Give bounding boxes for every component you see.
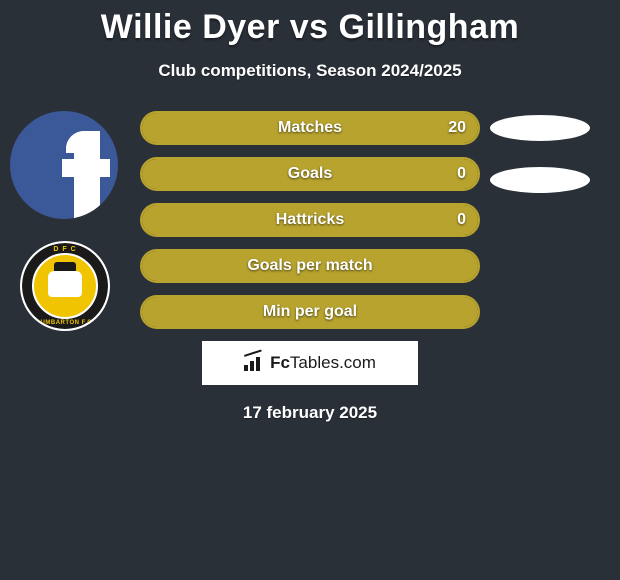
stat-bars: Matches20Goals0Hattricks0Goals per match… (140, 111, 480, 329)
page-title: Willie Dyer vs Gillingham (0, 0, 620, 47)
brand-box: FcTables.com (202, 341, 418, 385)
brand-text: FcTables.com (270, 353, 376, 373)
comparison-ellipse (490, 167, 590, 193)
stat-label: Min per goal (140, 295, 480, 329)
stat-bar: Min per goal (140, 295, 480, 329)
stat-value: 0 (457, 157, 466, 191)
stat-value: 0 (457, 203, 466, 237)
stat-bar: Matches20 (140, 111, 480, 145)
badge-text-top: D F C (22, 246, 108, 253)
stat-bar: Hattricks0 (140, 203, 480, 237)
chart-icon (244, 355, 264, 371)
stat-bar: Goals per match (140, 249, 480, 283)
stat-label: Hattricks (140, 203, 480, 237)
stat-label: Goals (140, 157, 480, 191)
brand-suffix: Tables.com (290, 353, 376, 372)
comparison-ellipse (490, 115, 590, 141)
brand-prefix: Fc (270, 353, 290, 372)
badge-text-bottom: DUMBARTON F.C. (22, 320, 108, 326)
date-text: 17 february 2025 (0, 403, 620, 423)
stat-label: Goals per match (140, 249, 480, 283)
stat-bar: Goals0 (140, 157, 480, 191)
player-avatar (10, 111, 118, 219)
stat-label: Matches (140, 111, 480, 145)
avatar-column: D F C DUMBARTON F.C. (10, 111, 130, 331)
content-area: D F C DUMBARTON F.C. Matches20Goals0Hatt… (0, 111, 620, 423)
stat-value: 20 (448, 111, 466, 145)
subtitle: Club competitions, Season 2024/2025 (0, 61, 620, 81)
club-badge: D F C DUMBARTON F.C. (20, 241, 110, 331)
